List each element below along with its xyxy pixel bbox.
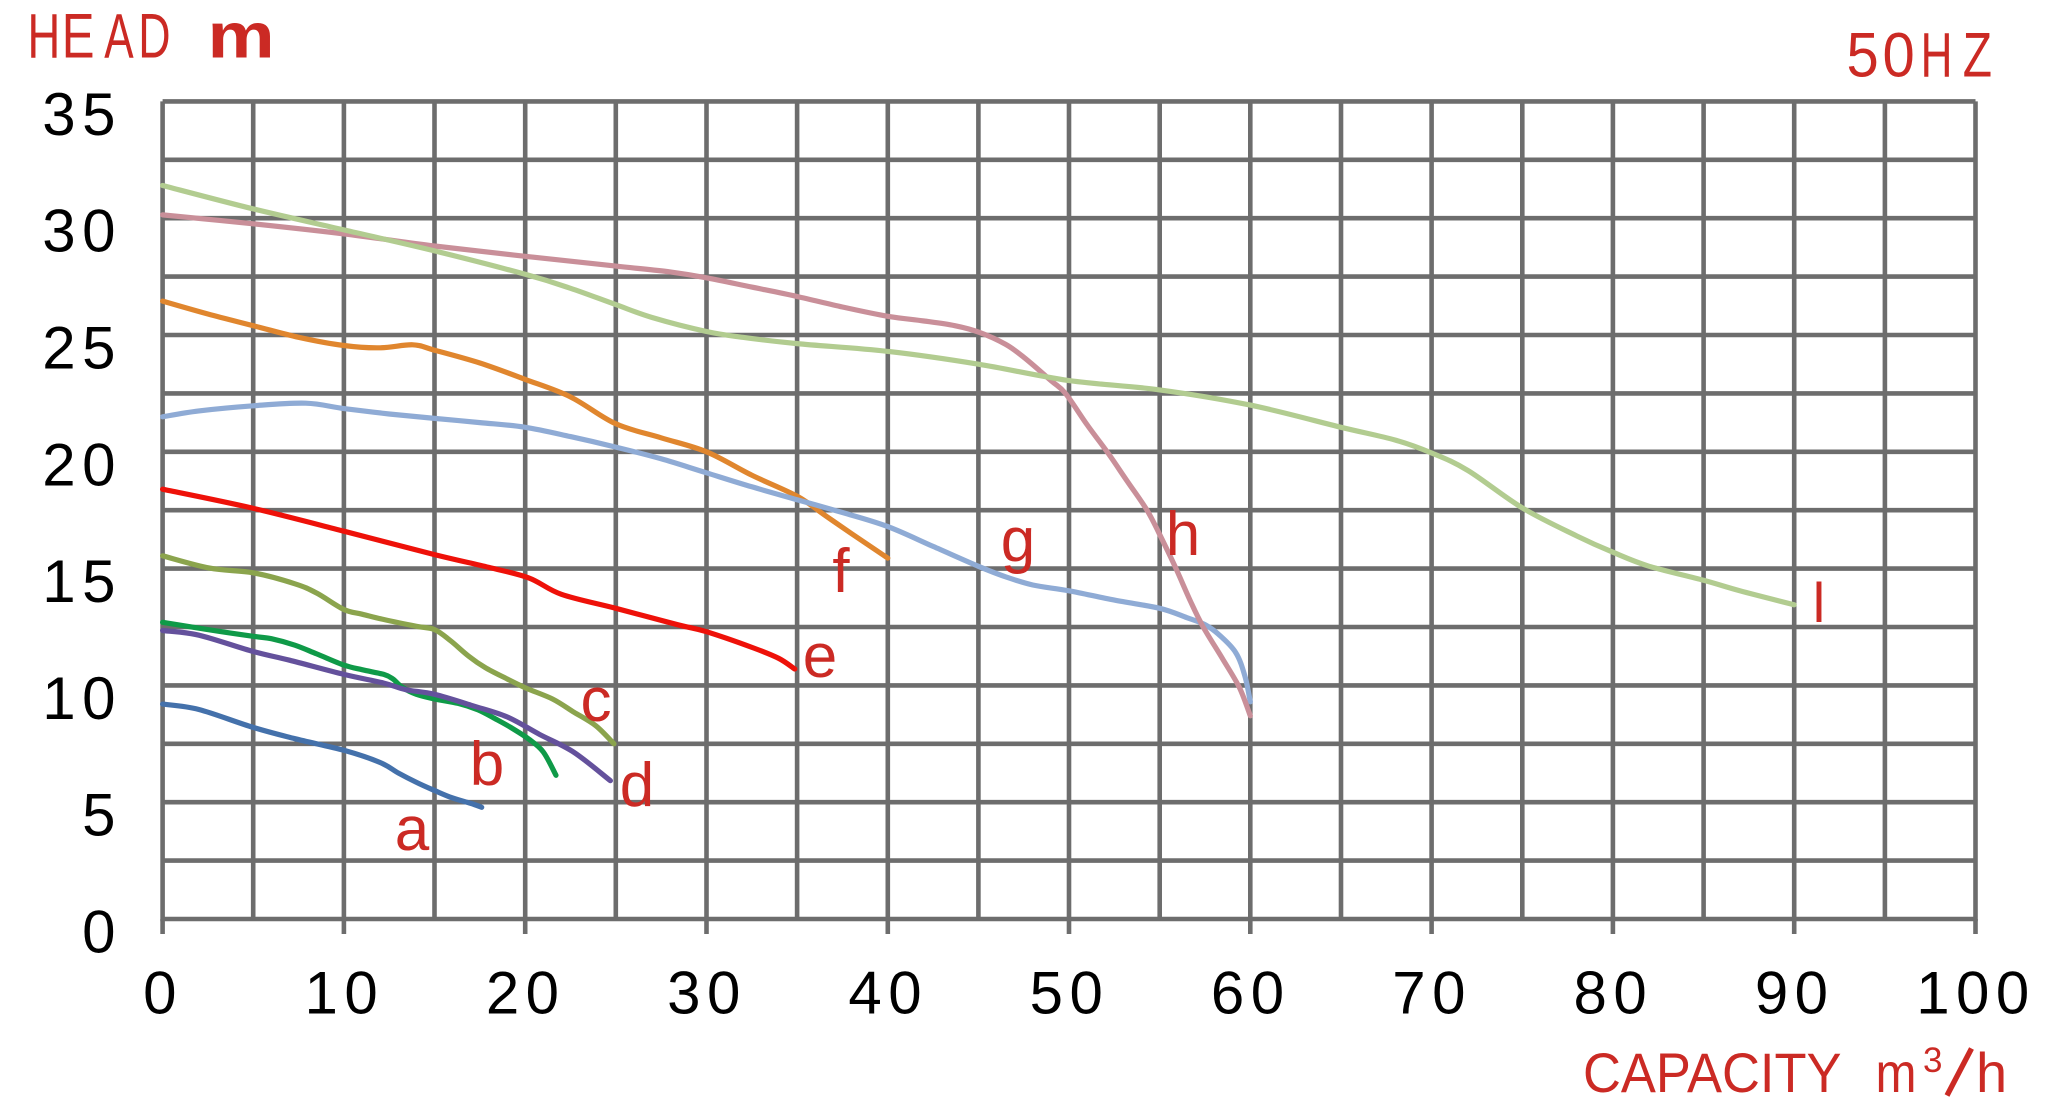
svg-text:m: m	[1876, 1041, 1917, 1104]
svg-text:10: 10	[305, 960, 385, 1027]
svg-text:50: 50	[1030, 960, 1110, 1027]
svg-text:a: a	[395, 795, 430, 864]
svg-text:90: 90	[1755, 960, 1835, 1027]
svg-text:80: 80	[1574, 960, 1654, 1027]
svg-text:20: 20	[486, 960, 566, 1027]
svg-text:0: 0	[1883, 19, 1915, 90]
svg-text:D: D	[138, 1, 170, 71]
svg-text:Z: Z	[1963, 19, 1992, 90]
svg-text:15: 15	[42, 548, 122, 615]
svg-text:5: 5	[82, 782, 122, 849]
svg-text:100: 100	[1916, 960, 2036, 1027]
svg-text:10: 10	[42, 665, 122, 732]
svg-text:0: 0	[82, 899, 122, 966]
svg-text:70: 70	[1392, 960, 1472, 1027]
svg-text:30: 30	[667, 960, 747, 1027]
svg-text:3: 3	[1923, 1041, 1942, 1080]
svg-text:25: 25	[42, 315, 122, 382]
svg-text:H: H	[28, 0, 61, 71]
svg-text:l: l	[1813, 571, 1825, 634]
svg-text:60: 60	[1211, 960, 1291, 1027]
svg-text:h: h	[1976, 1041, 2007, 1104]
svg-text:h: h	[1166, 500, 1200, 569]
svg-text:A: A	[104, 1, 134, 72]
svg-text:30: 30	[42, 198, 122, 265]
svg-text:0: 0	[143, 960, 183, 1027]
svg-text:H: H	[1921, 20, 1953, 91]
svg-text:e: e	[803, 622, 837, 691]
svg-text:b: b	[470, 730, 504, 799]
svg-text:CAPACITY: CAPACITY	[1583, 1041, 1842, 1104]
svg-text:5: 5	[1847, 19, 1879, 90]
svg-text:d: d	[620, 751, 654, 820]
svg-text:c: c	[581, 666, 612, 735]
svg-text:m: m	[208, 0, 275, 71]
svg-text:E: E	[62, 1, 95, 71]
svg-text:40: 40	[848, 960, 928, 1027]
svg-text:20: 20	[42, 431, 122, 498]
svg-text:35: 35	[42, 81, 122, 148]
svg-text:g: g	[1001, 506, 1035, 575]
svg-text:f: f	[832, 537, 850, 606]
